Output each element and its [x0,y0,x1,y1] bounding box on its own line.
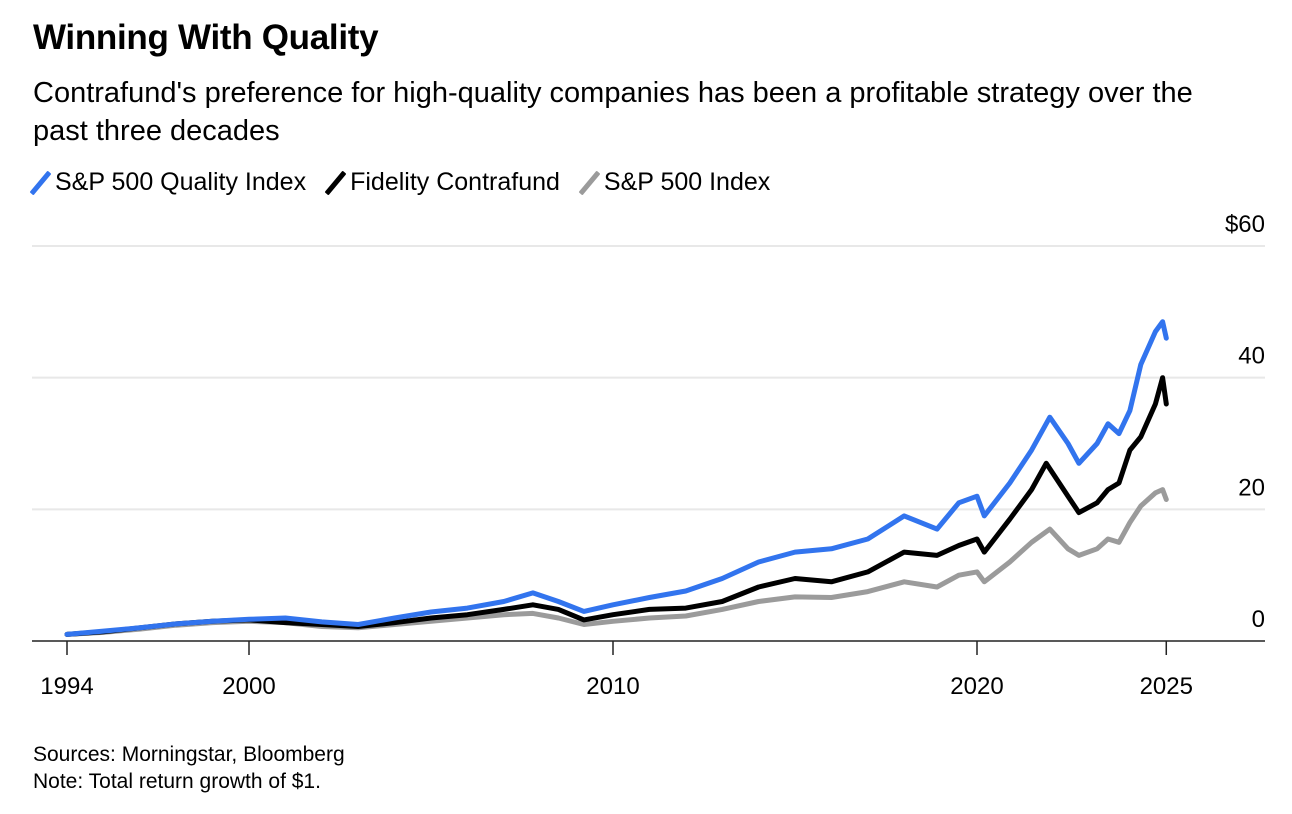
legend-label: Fidelity Contrafund [350,168,560,196]
sources-note: Sources: Morningstar, Bloomberg [33,743,345,766]
y-tick-label: 0 [1252,606,1265,633]
footnote: Note: Total return growth of $1. [33,770,321,793]
legend-label: S&P 500 Index [603,168,771,196]
chart-subtitle: Contrafund's preference for high-quality… [33,77,1193,147]
series-line-fidelity-contrafund [64,375,1169,637]
x-tick-label: 1994 [40,673,93,700]
x-tick-label: 2025 [1140,673,1193,700]
legend-label: S&P 500 Quality Index [55,168,307,196]
y-tick-label: 20 [1238,474,1265,501]
series-line-s-p-500-quality-index [64,319,1169,637]
y-tick-label: $60 [1225,211,1265,238]
x-tick-label: 2020 [950,673,1003,700]
x-tick-label: 2000 [222,673,275,700]
legend-item-quality: S&P 500 Quality Index [33,168,306,197]
legend: S&P 500 Quality Index Fidelity Contrafun… [33,168,770,197]
legend-item-contrafund: Fidelity Contrafund [328,168,560,197]
y-tick-label: 40 [1238,343,1265,370]
line-chart: 0 20 40 $60 1994 2000 2010 2020 2025 [32,211,1265,700]
chart-title: Winning With Quality [33,18,379,57]
legend-item-sp500: S&P 500 Index [582,168,770,197]
footer: Sources: Morningstar, Bloomberg Note: To… [33,741,345,795]
x-tick-label: 2010 [586,673,639,700]
